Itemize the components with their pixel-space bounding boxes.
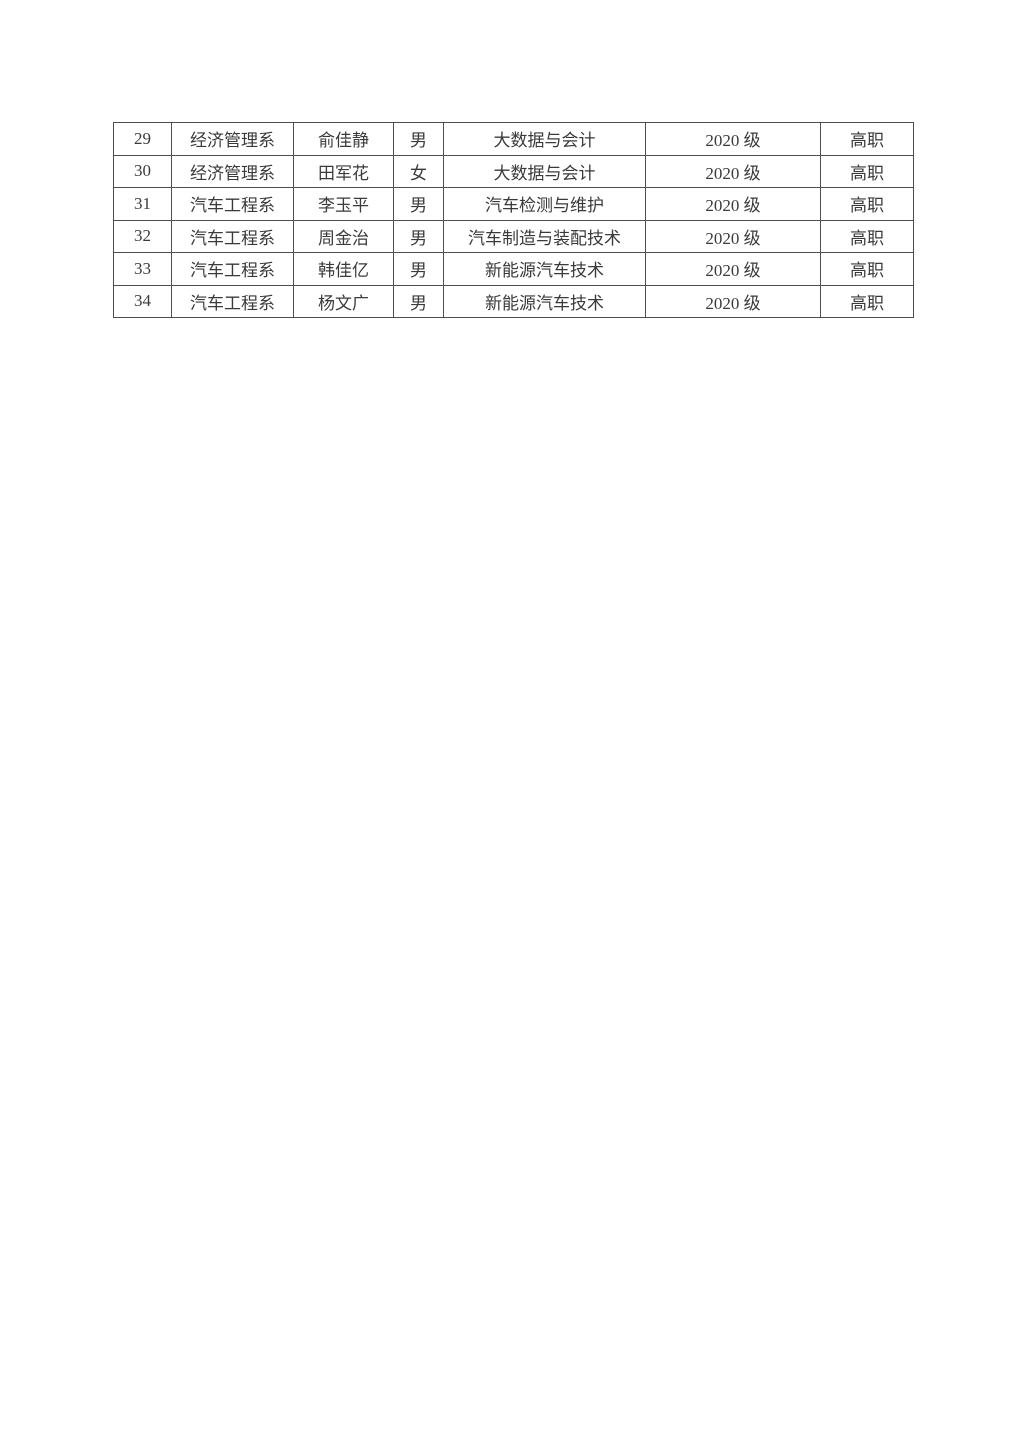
gender-cell: 男 bbox=[393, 252, 444, 286]
major-cell: 大数据与会计 bbox=[443, 122, 646, 156]
roster-body: 29 经济管理系 俞佳静 男 大数据与会计 2020 级 高职 30 经济管理系… bbox=[113, 122, 914, 318]
level-cell: 高职 bbox=[820, 284, 914, 318]
table-row: 30 经济管理系 田军花 女 大数据与会计 2020 级 高职 bbox=[113, 154, 914, 188]
level-cell: 高职 bbox=[820, 154, 914, 188]
gender-cell: 男 bbox=[393, 284, 444, 318]
gender-cell: 女 bbox=[393, 154, 444, 188]
name-cell: 李玉平 bbox=[293, 187, 394, 221]
department-cell: 汽车工程系 bbox=[171, 284, 294, 318]
department-cell: 经济管理系 bbox=[171, 154, 294, 188]
major-cell: 汽车制造与装配技术 bbox=[443, 219, 646, 253]
gender-cell: 男 bbox=[393, 219, 444, 253]
table-row: 34 汽车工程系 杨文广 男 新能源汽车技术 2020 级 高职 bbox=[113, 284, 914, 318]
table-row: 31 汽车工程系 李玉平 男 汽车检测与维护 2020 级 高职 bbox=[113, 187, 914, 221]
grade-cell: 2020 级 bbox=[645, 122, 821, 156]
major-cell: 新能源汽车技术 bbox=[443, 252, 646, 286]
major-cell: 大数据与会计 bbox=[443, 154, 646, 188]
serial-number-cell: 30 bbox=[113, 154, 172, 188]
department-cell: 汽车工程系 bbox=[171, 219, 294, 253]
name-cell: 杨文广 bbox=[293, 284, 394, 318]
name-cell: 韩佳亿 bbox=[293, 252, 394, 286]
level-cell: 高职 bbox=[820, 122, 914, 156]
gender-cell: 男 bbox=[393, 187, 444, 221]
department-cell: 汽车工程系 bbox=[171, 187, 294, 221]
grade-cell: 2020 级 bbox=[645, 219, 821, 253]
name-cell: 周金治 bbox=[293, 219, 394, 253]
serial-number-cell: 29 bbox=[113, 122, 172, 156]
gender-cell: 男 bbox=[393, 122, 444, 156]
student-roster-table: 29 经济管理系 俞佳静 男 大数据与会计 2020 级 高职 30 经济管理系… bbox=[113, 122, 914, 318]
department-cell: 经济管理系 bbox=[171, 122, 294, 156]
major-cell: 新能源汽车技术 bbox=[443, 284, 646, 318]
serial-number-cell: 31 bbox=[113, 187, 172, 221]
level-cell: 高职 bbox=[820, 187, 914, 221]
serial-number-cell: 34 bbox=[113, 284, 172, 318]
grade-cell: 2020 级 bbox=[645, 284, 821, 318]
grade-cell: 2020 级 bbox=[645, 187, 821, 221]
serial-number-cell: 33 bbox=[113, 252, 172, 286]
department-cell: 汽车工程系 bbox=[171, 252, 294, 286]
name-cell: 俞佳静 bbox=[293, 122, 394, 156]
table-row: 33 汽车工程系 韩佳亿 男 新能源汽车技术 2020 级 高职 bbox=[113, 252, 914, 286]
name-cell: 田军花 bbox=[293, 154, 394, 188]
grade-cell: 2020 级 bbox=[645, 252, 821, 286]
level-cell: 高职 bbox=[820, 219, 914, 253]
level-cell: 高职 bbox=[820, 252, 914, 286]
table-row: 29 经济管理系 俞佳静 男 大数据与会计 2020 级 高职 bbox=[113, 122, 914, 156]
grade-cell: 2020 级 bbox=[645, 154, 821, 188]
table-row: 32 汽车工程系 周金治 男 汽车制造与装配技术 2020 级 高职 bbox=[113, 219, 914, 253]
major-cell: 汽车检测与维护 bbox=[443, 187, 646, 221]
serial-number-cell: 32 bbox=[113, 219, 172, 253]
